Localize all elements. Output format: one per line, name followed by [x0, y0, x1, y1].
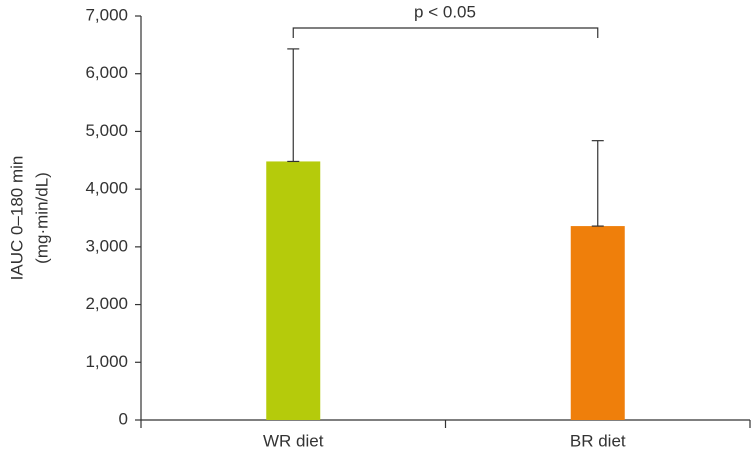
annotation: p < 0.05 [414, 2, 476, 21]
y-tick-label: 1,000 [85, 352, 128, 371]
bar [570, 226, 625, 420]
y-axis-label-line: IAUC 0–180 min [7, 156, 26, 281]
y-tick-label: 4,000 [85, 179, 128, 198]
y-axis-label: IAUC 0–180 min (mg·min/dL) [7, 156, 51, 281]
y-tick-label: 7,000 [85, 5, 128, 24]
y-tick-label: 2,000 [85, 294, 128, 313]
significance-bracket [292, 27, 599, 38]
y-tick-label: 6,000 [85, 63, 128, 82]
x-tick-label: WR diet [263, 431, 324, 450]
y-tick-label: 5,000 [85, 121, 128, 140]
bar [266, 161, 321, 420]
y-axis-label-line: (mg·min/dL) [32, 172, 51, 264]
y-tick-label: 0 [119, 409, 128, 428]
x-tick-label: BR diet [570, 431, 626, 450]
y-tick-label: 3,000 [85, 236, 128, 255]
